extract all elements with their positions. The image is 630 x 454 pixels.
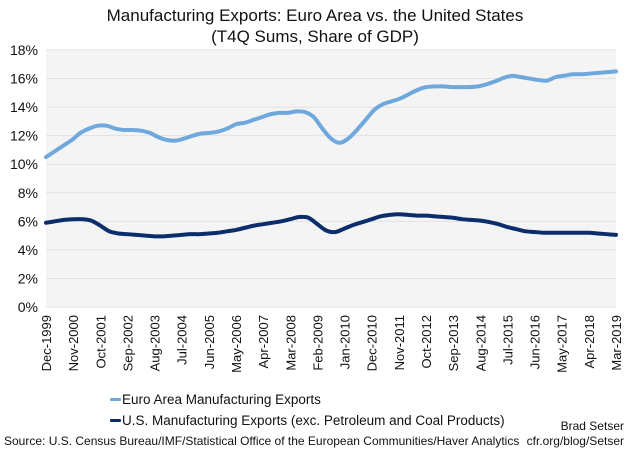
author-name: Brad Setser (560, 419, 624, 433)
y-tick-label: 0% (18, 299, 38, 315)
legend-item-us: U.S. Manufacturing Exports (exc. Petrole… (110, 413, 505, 428)
y-tick-label: 10% (10, 156, 38, 172)
gridlines (46, 49, 616, 308)
x-tick-label: Aug-2003 (148, 315, 163, 371)
y-axis: 0% 2% 4% 6% 8% 10% 12% 14% 16% 18% (10, 42, 38, 315)
x-tick-label: Jun-2016 (528, 315, 543, 369)
x-tick-label: Dec-2010 (365, 315, 380, 371)
series-line-euro (44, 69, 618, 160)
y-tick-label: 12% (10, 128, 38, 144)
x-tick-label: Feb-2009 (310, 315, 325, 371)
x-tick-label: Oct-2001 (93, 315, 108, 368)
series-line-us (44, 212, 618, 239)
x-tick-label: Nov-2000 (66, 315, 81, 371)
x-tick-label: Sep-2013 (446, 315, 461, 371)
x-tick-label: Jul-2015 (500, 315, 515, 365)
x-tick-label: Aug-2014 (473, 315, 488, 371)
y-tick-label: 8% (18, 185, 38, 201)
x-tick-label: May-2006 (229, 315, 244, 373)
x-tick-label: Mar-2008 (283, 315, 298, 371)
chart-title: Manufacturing Exports: Euro Area vs. the… (106, 6, 524, 25)
y-tick-label: 18% (10, 42, 38, 58)
source-note: Source: U.S. Census Bureau/IMF/Statistic… (4, 434, 520, 448)
legend-swatch-euro (110, 398, 121, 401)
legend-label-us: U.S. Manufacturing Exports (exc. Petrole… (122, 413, 505, 428)
y-tick-label: 16% (10, 71, 38, 87)
x-tick-label: Oct-2012 (419, 315, 434, 368)
series-lines (44, 69, 618, 239)
author-url: cfr.org/blog/Setser (526, 434, 624, 448)
x-tick-label: Apr-2018 (582, 315, 597, 368)
legend-item-euro: Euro Area Manufacturing Exports (110, 392, 321, 407)
x-axis: Dec-1999 Nov-2000 Oct-2001 Sep-2002 Aug-2003… (39, 315, 624, 373)
x-tick-label: Sep-2002 (120, 315, 135, 371)
x-tick-label: Mar-2019 (609, 315, 624, 371)
chart-subtitle: (T4Q Sums, Share of GDP) (211, 27, 419, 46)
x-tick-label: Apr-2007 (256, 315, 271, 368)
y-tick-label: 14% (10, 99, 38, 115)
legend-swatch-us (110, 419, 121, 422)
x-tick-label: Jul-2004 (175, 315, 190, 365)
y-tick-label: 2% (18, 270, 38, 286)
y-tick-label: 6% (18, 213, 38, 229)
plot-area (46, 50, 616, 307)
x-tick-label: Dec-1999 (39, 315, 54, 371)
x-tick-label: May-2017 (555, 315, 570, 373)
legend-label-euro: Euro Area Manufacturing Exports (122, 392, 321, 407)
x-tick-label: Jan-2010 (338, 315, 353, 369)
x-tick-label: Jun-2005 (202, 315, 217, 369)
y-tick-label: 4% (18, 242, 38, 258)
x-tick-label: Nov-2011 (392, 315, 407, 370)
